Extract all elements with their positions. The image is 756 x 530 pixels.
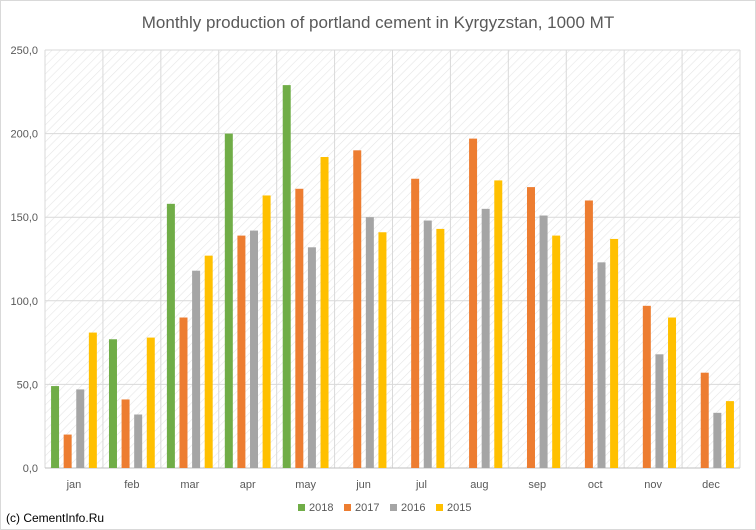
x-tick-label: jan xyxy=(66,479,82,491)
legend-swatch-2018 xyxy=(298,504,305,511)
x-tick-label: oct xyxy=(588,479,603,491)
bar-2018-feb xyxy=(108,339,117,468)
bar-2018-mar xyxy=(166,203,175,468)
y-tick-label: 200,0 xyxy=(10,129,38,141)
bar-2015-mar xyxy=(204,255,213,468)
bar-2017-apr xyxy=(237,235,246,468)
bar-2015-dec xyxy=(725,401,734,468)
bar-2018-may xyxy=(282,85,291,468)
bar-2015-sep xyxy=(552,235,561,468)
bar-2016-apr xyxy=(250,230,259,468)
x-tick-label: dec xyxy=(702,479,720,491)
bar-2017-mar xyxy=(179,317,188,468)
bar-2015-apr xyxy=(262,195,271,469)
x-tick-label: apr xyxy=(240,479,256,491)
bar-2017-may xyxy=(295,188,304,468)
bar-2016-aug xyxy=(481,208,490,468)
bar-2015-may xyxy=(320,157,329,468)
bar-2016-dec xyxy=(713,412,722,468)
bar-2016-jul xyxy=(423,220,432,468)
legend-label-2018: 2018 xyxy=(309,502,333,514)
gridlines xyxy=(44,49,741,469)
bar-2015-feb xyxy=(146,337,155,468)
y-tick-label: 150,0 xyxy=(10,212,38,224)
bar-2015-jan xyxy=(88,332,97,468)
y-axis-ticks: 0,0 50,0 100,0 150,0 200,0 250,0 xyxy=(10,45,38,475)
bar-2017-jun xyxy=(353,150,362,468)
x-tick-label: sep xyxy=(528,479,546,491)
bar-2017-dec xyxy=(700,372,709,468)
y-tick-label: 0,0 xyxy=(23,463,38,475)
bar-2017-sep xyxy=(526,187,535,468)
bar-2015-jul xyxy=(436,228,445,468)
bar-2016-may xyxy=(307,247,316,468)
bar-2017-jan xyxy=(63,434,72,468)
y-tick-label: 50,0 xyxy=(17,379,38,391)
x-tick-label: feb xyxy=(124,479,139,491)
legend-swatch-2016 xyxy=(390,504,397,511)
legend-label-2015: 2015 xyxy=(447,502,471,514)
y-tick-label: 100,0 xyxy=(10,296,38,308)
x-tick-label: nov xyxy=(644,479,662,491)
legend-swatch-2015 xyxy=(436,504,443,511)
bar-2017-oct xyxy=(584,200,593,469)
y-tick-label: 250,0 xyxy=(10,45,38,57)
legend: 2018 2017 2016 2015 xyxy=(298,502,471,514)
bar-2017-nov xyxy=(642,305,651,468)
x-tick-label: jul xyxy=(415,479,427,491)
bar-2016-jun xyxy=(365,217,374,468)
x-tick-label: jun xyxy=(355,479,371,491)
chart-title: Monthly production of portland cement in… xyxy=(142,13,614,32)
bar-2017-feb xyxy=(121,399,130,468)
x-tick-label: aug xyxy=(470,479,488,491)
bar-2017-jul xyxy=(411,178,420,468)
bars xyxy=(51,85,734,469)
bar-2016-jan xyxy=(76,389,85,468)
bar-2015-aug xyxy=(494,180,503,468)
bar-2016-mar xyxy=(192,270,201,468)
bar-2015-jun xyxy=(378,232,387,468)
legend-label-2016: 2016 xyxy=(401,502,425,514)
bar-2017-aug xyxy=(469,138,478,468)
bar-2016-oct xyxy=(597,262,606,468)
x-axis-ticks: jan feb mar apr may jun jul aug sep oct nov dec xyxy=(66,479,721,491)
bar-2016-sep xyxy=(539,215,548,468)
legend-swatch-2017 xyxy=(344,504,351,511)
bar-2018-jan xyxy=(51,386,60,468)
bar-2016-feb xyxy=(134,414,143,468)
bar-2015-oct xyxy=(610,238,619,468)
bar-2016-nov xyxy=(655,354,664,468)
legend-label-2017: 2017 xyxy=(355,502,379,514)
x-tick-label: may xyxy=(295,479,316,491)
bar-2018-apr xyxy=(224,133,233,468)
x-tick-label: mar xyxy=(180,479,199,491)
bar-2015-nov xyxy=(668,317,677,468)
credit-text: (c) CementInfo.Ru xyxy=(6,511,104,525)
